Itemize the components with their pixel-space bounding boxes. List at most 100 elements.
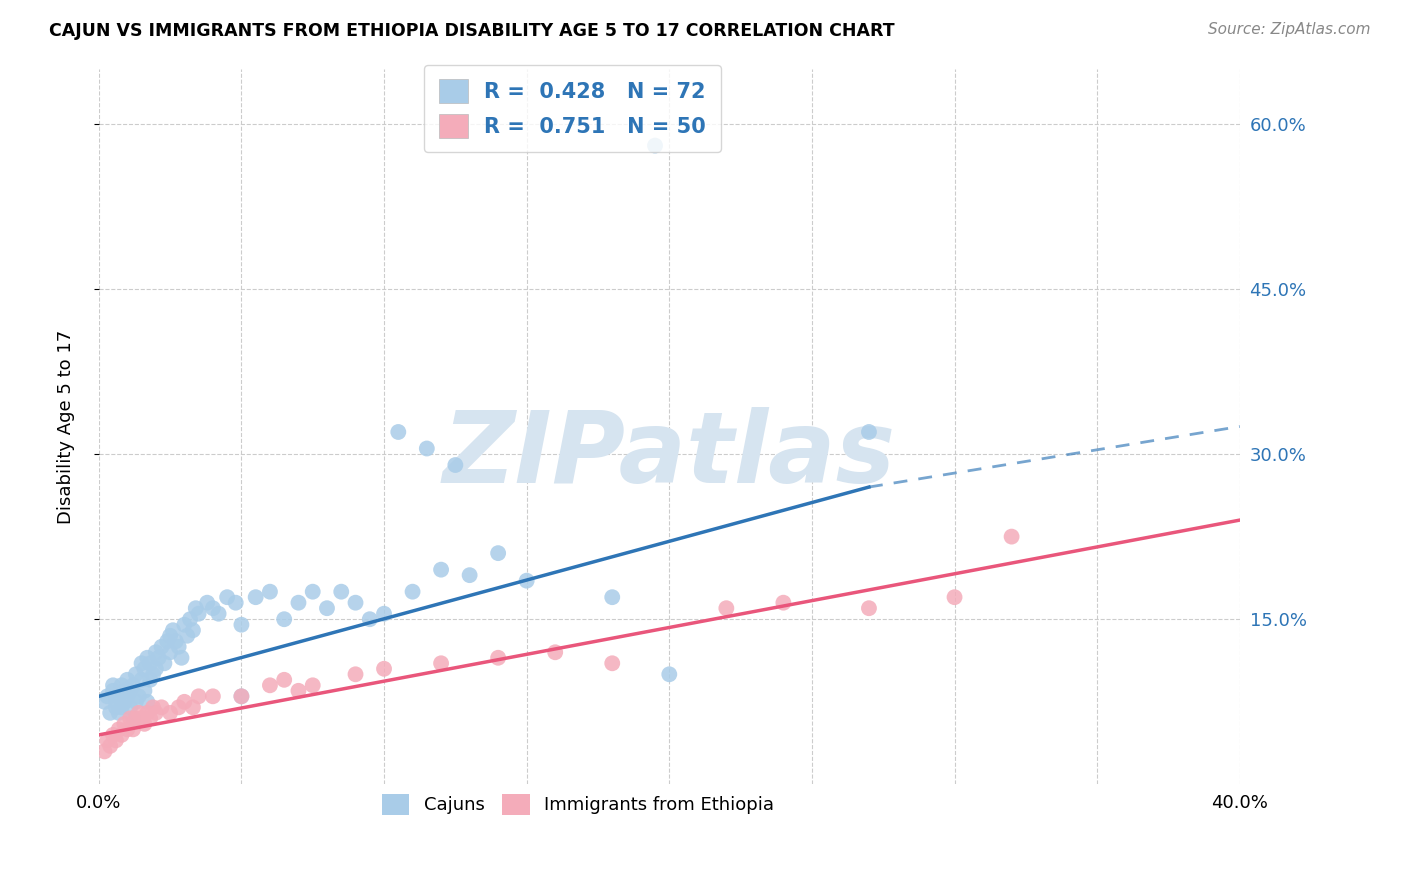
Point	[170, 650, 193, 665]
Point	[187, 607, 209, 621]
Point	[117, 690, 139, 704]
Text: Source: ZipAtlas.com: Source: ZipAtlas.com	[1208, 22, 1371, 37]
Point	[544, 645, 567, 659]
Point	[104, 700, 127, 714]
Point	[98, 739, 121, 753]
Point	[373, 607, 395, 621]
Point	[93, 695, 115, 709]
Point	[110, 678, 132, 692]
Point	[231, 690, 253, 704]
Point	[486, 650, 509, 665]
Point	[259, 584, 281, 599]
Point	[136, 650, 159, 665]
Point	[373, 662, 395, 676]
Text: ZIPatlas: ZIPatlas	[443, 407, 896, 504]
Point	[104, 695, 127, 709]
Point	[134, 662, 156, 676]
Point	[159, 629, 181, 643]
Point	[107, 690, 129, 704]
Point	[145, 706, 167, 720]
Point	[136, 695, 159, 709]
Point	[387, 425, 409, 439]
Point	[145, 645, 167, 659]
Point	[259, 678, 281, 692]
Point	[165, 634, 187, 648]
Point	[287, 683, 309, 698]
Point	[173, 695, 195, 709]
Point	[117, 673, 139, 687]
Point	[96, 690, 118, 704]
Point	[167, 640, 190, 654]
Point	[316, 601, 339, 615]
Point	[101, 678, 124, 692]
Point	[772, 596, 794, 610]
Point	[142, 667, 165, 681]
Point	[162, 624, 184, 638]
Point	[600, 590, 623, 604]
Point	[153, 657, 176, 671]
Point	[184, 601, 207, 615]
Point	[301, 584, 323, 599]
Point	[181, 700, 204, 714]
Point	[125, 695, 148, 709]
Point	[120, 683, 142, 698]
Point	[658, 667, 681, 681]
Point	[330, 584, 353, 599]
Point	[344, 596, 367, 610]
Point	[444, 458, 467, 472]
Point	[231, 617, 253, 632]
Point	[273, 612, 295, 626]
Point	[287, 596, 309, 610]
Point	[145, 662, 167, 676]
Point	[344, 667, 367, 681]
Point	[139, 711, 162, 725]
Point	[98, 706, 121, 720]
Y-axis label: Disability Age 5 to 17: Disability Age 5 to 17	[58, 329, 75, 524]
Point	[1000, 530, 1022, 544]
Point	[114, 716, 136, 731]
Point	[139, 657, 162, 671]
Point	[128, 690, 150, 704]
Point	[134, 716, 156, 731]
Point	[301, 678, 323, 692]
Point	[207, 607, 229, 621]
Point	[125, 667, 148, 681]
Point	[159, 645, 181, 659]
Point	[110, 700, 132, 714]
Point	[430, 657, 453, 671]
Point	[430, 563, 453, 577]
Point	[858, 425, 880, 439]
Point	[122, 723, 145, 737]
Point	[148, 650, 170, 665]
Point	[107, 706, 129, 720]
Point	[114, 683, 136, 698]
Point	[156, 634, 179, 648]
Point	[167, 700, 190, 714]
Point	[217, 590, 239, 604]
Point	[181, 624, 204, 638]
Point	[179, 612, 201, 626]
Point	[110, 728, 132, 742]
Point	[273, 673, 295, 687]
Point	[122, 711, 145, 725]
Point	[104, 733, 127, 747]
Point	[150, 700, 173, 714]
Point	[136, 706, 159, 720]
Point	[93, 744, 115, 758]
Point	[120, 700, 142, 714]
Point	[231, 690, 253, 704]
Point	[150, 640, 173, 654]
Legend: Cajuns, Immigrants from Ethiopia: Cajuns, Immigrants from Ethiopia	[371, 783, 785, 825]
Point	[187, 690, 209, 704]
Point	[159, 706, 181, 720]
Point	[139, 673, 162, 687]
Point	[195, 596, 218, 610]
Point	[173, 617, 195, 632]
Point	[458, 568, 481, 582]
Text: CAJUN VS IMMIGRANTS FROM ETHIOPIA DISABILITY AGE 5 TO 17 CORRELATION CHART: CAJUN VS IMMIGRANTS FROM ETHIOPIA DISABI…	[49, 22, 894, 40]
Point	[716, 601, 738, 615]
Point	[122, 678, 145, 692]
Point	[142, 700, 165, 714]
Point	[101, 683, 124, 698]
Point	[245, 590, 267, 604]
